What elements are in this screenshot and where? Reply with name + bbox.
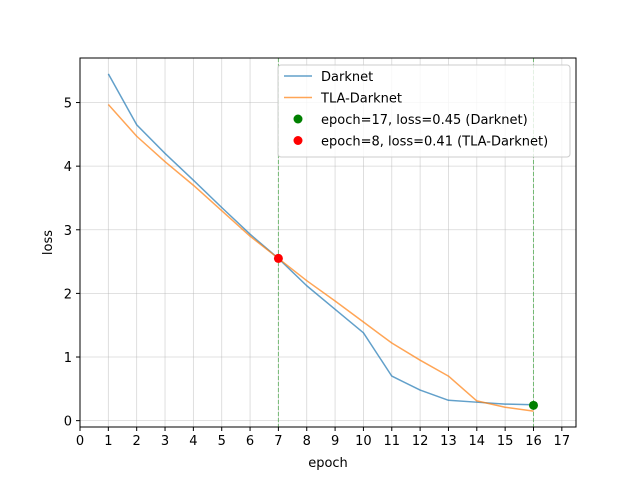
legend: Darknet TLA-Darknet epoch=17, loss=0.45 (D…: [277, 64, 571, 158]
legend-label: epoch=17, loss=0.45 (Darknet): [321, 113, 528, 128]
x-tick-label: 1: [104, 434, 112, 449]
x-tick-label: 14: [469, 434, 486, 449]
x-tick-label: 12: [412, 434, 429, 449]
x-tick-label: 13: [440, 434, 457, 449]
legend-label: TLA-Darknet: [320, 92, 402, 107]
y-tick-label: 5: [64, 97, 72, 112]
x-tick-label: 7: [274, 434, 282, 449]
x-tick-label: 9: [331, 434, 339, 449]
y-axis-label: loss: [41, 230, 56, 255]
y-tick-label: 1: [64, 351, 72, 366]
x-tick-label: 6: [246, 434, 254, 449]
markers: [273, 253, 538, 410]
marker-point-1: [273, 253, 283, 263]
series-line-0: [107, 73, 534, 406]
x-tick-label: 8: [303, 434, 311, 449]
legend-label: Darknet: [321, 70, 373, 85]
x-tick-label: 4: [189, 434, 197, 449]
x-tick-label: 0: [76, 434, 84, 449]
legend-dot-swatch: [293, 114, 303, 124]
series-lines: [107, 73, 534, 412]
x-axis-label: epoch: [308, 456, 348, 471]
y-tick-label: 2: [64, 287, 72, 302]
y-tick-label: 0: [64, 415, 72, 430]
series-line-1: [107, 103, 534, 412]
x-tick-label: 2: [133, 434, 141, 449]
y-tick-label: 3: [64, 224, 72, 239]
x-tick-label: 17: [554, 434, 571, 449]
x-tick-label: 3: [161, 434, 169, 449]
x-tick-label: 11: [383, 434, 400, 449]
x-tick-label: 15: [497, 434, 514, 449]
marker-point-0: [528, 400, 538, 410]
legend-dot-swatch: [293, 136, 303, 145]
legend-label: epoch=8, loss=0.41 (TLA-Darknet): [321, 135, 548, 150]
plot-frame: [79, 57, 577, 428]
x-tick-label: 16: [525, 434, 542, 449]
x-tick-label: 10: [355, 434, 372, 449]
x-tick-label: 5: [218, 434, 226, 449]
y-tick-label: 4: [64, 160, 72, 175]
legend-box: [277, 64, 571, 158]
